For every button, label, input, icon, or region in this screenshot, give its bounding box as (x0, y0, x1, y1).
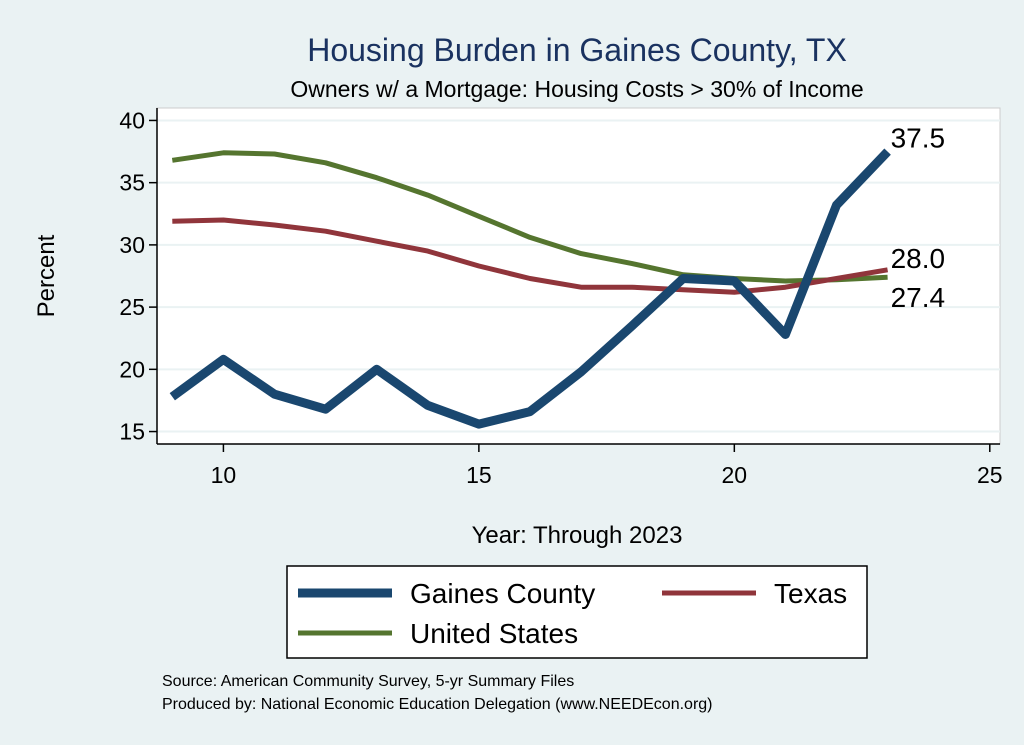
y-tick-label: 20 (119, 356, 145, 382)
y-tick-label: 15 (119, 419, 145, 445)
series-line-texas (172, 217, 889, 295)
x-tick-label: 10 (211, 462, 237, 488)
legend-label-united-states: United States (410, 618, 578, 649)
legend-label-gaines-county: Gaines County (410, 578, 595, 609)
x-tick-label: 25 (977, 462, 1003, 488)
chart-title: Housing Burden in Gaines County, TX (307, 32, 847, 68)
x-tick-label: 15 (466, 462, 492, 488)
end-labels: 37.5 28.0 27.4 (891, 123, 946, 314)
x-tick-label: 20 (722, 462, 748, 488)
end-label-gaines-county: 37.5 (891, 123, 946, 154)
end-label-united-states: 27.4 (891, 282, 946, 313)
axes: 15 20 25 30 35 40 10 15 20 25 (119, 107, 1002, 488)
y-tick-label: 30 (119, 232, 145, 258)
end-label-texas: 28.0 (891, 243, 946, 274)
series-line-gaines-county (169, 148, 891, 429)
x-axis-title: Year: Through 2023 (472, 522, 683, 549)
produced-note: Produced by: National Economic Education… (162, 696, 713, 713)
y-axis-title: Percent (33, 234, 60, 317)
y-tick-label: 25 (119, 294, 145, 320)
series-lines (169, 148, 891, 429)
series-line-united-states (171, 150, 888, 284)
y-tick-label: 40 (119, 107, 145, 133)
gridlines (157, 119, 1000, 433)
y-tick-label: 35 (119, 170, 145, 196)
source-note: Source: American Community Survey, 5-yr … (162, 673, 574, 690)
chart-subtitle: Owners w/ a Mortgage: Housing Costs > 30… (290, 76, 863, 102)
legend-box (286, 565, 868, 659)
legend: Gaines County Texas United States (286, 565, 868, 659)
legend-label-texas: Texas (774, 578, 847, 609)
